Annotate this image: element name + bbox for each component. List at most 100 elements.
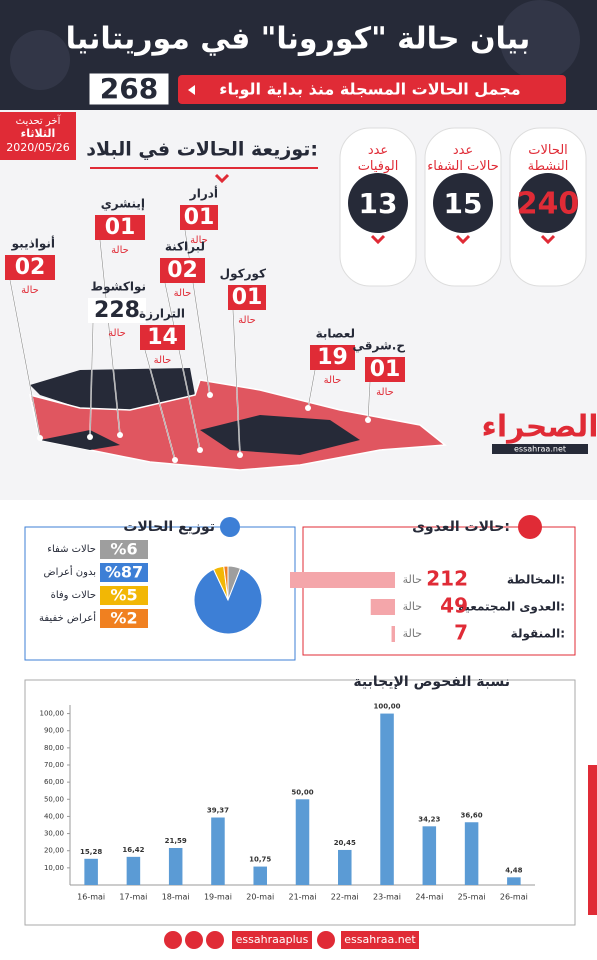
legend-badge bbox=[100, 586, 148, 605]
chevron bbox=[455, 234, 471, 245]
web-icon[interactable] bbox=[317, 931, 335, 949]
region-box bbox=[88, 298, 146, 323]
bar bbox=[126, 856, 141, 885]
region-count: 01 bbox=[184, 205, 215, 230]
region-unit: حالة bbox=[238, 315, 256, 326]
value-label: 50,00 bbox=[291, 788, 313, 796]
legend-badge bbox=[100, 609, 148, 628]
facebook-icon[interactable] bbox=[164, 931, 182, 949]
map-dot bbox=[87, 434, 93, 440]
x-tick-label: 16-mai bbox=[77, 893, 105, 902]
pie-icon bbox=[220, 517, 240, 537]
transmission-label: المخالطة: bbox=[507, 573, 565, 587]
leader-line bbox=[89, 322, 94, 438]
subtitle: مجمل الحالات المسجلة منذ بداية الوباء bbox=[219, 80, 520, 99]
map-dot bbox=[37, 435, 43, 441]
pie-title: توزيع الحالات bbox=[123, 519, 215, 535]
transmission-value: 7 bbox=[454, 621, 468, 645]
title: بيان حالة "كورونا" في موريتانيا bbox=[66, 22, 531, 57]
summary-label: الحالات النشطة bbox=[528, 143, 569, 174]
leader-line bbox=[184, 229, 211, 396]
leader-line bbox=[232, 309, 241, 456]
region-unit: حالة bbox=[174, 288, 192, 299]
legend-value: %6 bbox=[110, 540, 137, 559]
bar bbox=[253, 866, 267, 885]
summary-circle bbox=[518, 173, 578, 233]
summary-circle bbox=[433, 173, 493, 233]
virus-deco bbox=[500, 0, 580, 80]
y-tick-label: 30,00 bbox=[44, 830, 64, 838]
summary-label: عدد الوفيات bbox=[358, 143, 399, 174]
legend-value: %5 bbox=[110, 586, 137, 605]
region-count: 19 bbox=[317, 345, 348, 370]
leader-line bbox=[367, 381, 371, 421]
legend-label: أعراض خفيفة bbox=[39, 611, 96, 624]
subtitle-banner bbox=[178, 75, 566, 104]
social-handle[interactable]: essahraaplus bbox=[236, 933, 309, 946]
y-tick-label: 60,00 bbox=[44, 778, 64, 786]
value-label: 100,00 bbox=[374, 703, 401, 711]
bar bbox=[507, 877, 521, 885]
region-count: 01 bbox=[370, 357, 401, 382]
bar bbox=[84, 858, 98, 885]
region-count: 01 bbox=[105, 215, 136, 240]
value-label: 10,75 bbox=[249, 856, 271, 864]
region-name: ح.شرقي bbox=[353, 339, 406, 353]
y-tick-label: 20,00 bbox=[44, 847, 64, 855]
map-dot bbox=[207, 392, 213, 398]
x-tick-label: 24-mai bbox=[415, 893, 443, 902]
transmission-unit: حالة bbox=[403, 573, 422, 586]
chevron bbox=[214, 173, 230, 184]
value-label: 34,23 bbox=[418, 815, 440, 823]
transmission-value: 212 bbox=[426, 567, 468, 591]
y-tick-label: 80,00 bbox=[44, 744, 64, 752]
region-count: 02 bbox=[167, 258, 198, 283]
region-name: إينشري bbox=[101, 197, 145, 211]
region-count: 01 bbox=[232, 285, 263, 310]
legend-value: %87 bbox=[105, 563, 143, 582]
value-label: 16,42 bbox=[122, 846, 144, 854]
total: 268 bbox=[100, 72, 158, 105]
transmission-value: 49 bbox=[440, 594, 468, 618]
region-unit: حالة bbox=[108, 328, 126, 339]
logo-site: essahraa.net bbox=[514, 445, 566, 454]
y-tick-label: 40,00 bbox=[44, 812, 64, 820]
map-dot bbox=[237, 452, 243, 458]
region-unit: حالة bbox=[376, 387, 394, 398]
summary-label: عدد حالات الشفاء bbox=[427, 143, 499, 174]
update-box bbox=[0, 112, 76, 160]
summary-value: 240 bbox=[517, 187, 580, 222]
y-tick-label: 70,00 bbox=[44, 761, 64, 769]
legend-badge bbox=[100, 540, 148, 559]
region-box bbox=[140, 325, 185, 350]
region-name: لبراكنة bbox=[165, 240, 205, 254]
leader-line bbox=[144, 349, 176, 461]
x-tick-label: 22-mai bbox=[331, 893, 359, 902]
region-name: نواكشوط bbox=[91, 280, 146, 295]
logo-bar bbox=[492, 444, 588, 454]
map-region-dark bbox=[40, 430, 120, 450]
region-box bbox=[160, 258, 205, 283]
chevron bbox=[540, 234, 556, 245]
x-tick-label: 19-mai bbox=[204, 893, 232, 902]
youtube-icon[interactable] bbox=[206, 931, 224, 949]
update-day: الثلاثاء bbox=[21, 127, 56, 140]
region-name: الترارزة bbox=[139, 307, 185, 321]
site-url[interactable]: essahraa.net bbox=[344, 933, 416, 946]
region-box bbox=[95, 215, 145, 240]
bar bbox=[464, 822, 479, 885]
transmission-title: حالات العدوى: bbox=[412, 519, 510, 535]
pie-slice bbox=[193, 567, 263, 635]
region-count: 02 bbox=[15, 255, 46, 280]
bar bbox=[168, 847, 183, 885]
twitter-icon[interactable] bbox=[185, 931, 203, 949]
transmission-label: العدوى المجتمعية: bbox=[458, 600, 565, 615]
value-label: 39,37 bbox=[207, 807, 229, 815]
leader-line bbox=[9, 279, 41, 439]
region-count: 228 bbox=[94, 298, 140, 323]
x-tick-label: 23-mai bbox=[373, 893, 401, 902]
region-name: أنواذيبو bbox=[11, 236, 55, 252]
edge-deco bbox=[588, 765, 597, 915]
region-box bbox=[228, 285, 266, 310]
region-name: كوركول bbox=[220, 267, 266, 282]
